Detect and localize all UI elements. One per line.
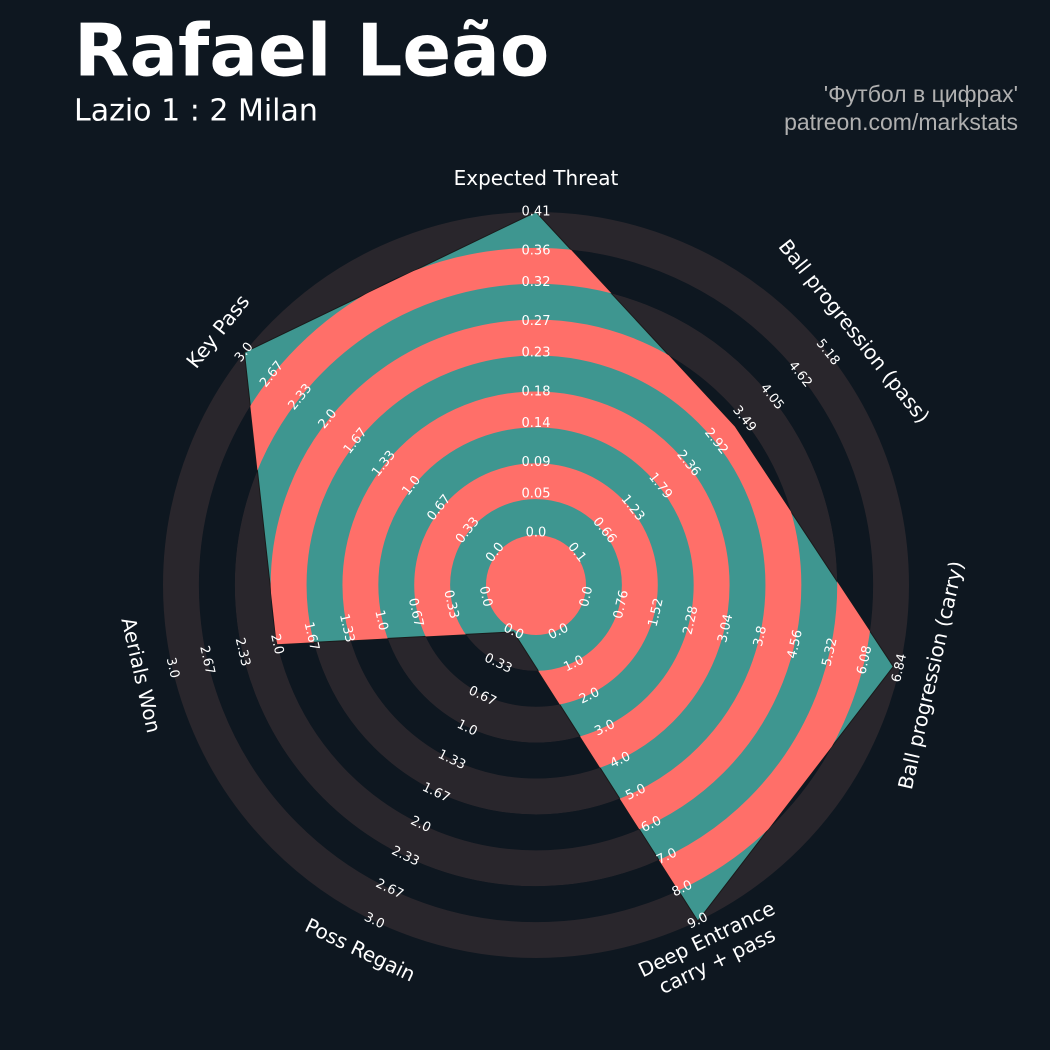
tick-label: 3.04 [715, 613, 736, 645]
tick-label: 0.0 [526, 526, 547, 541]
tick-label: 1.52 [646, 597, 667, 629]
tick-label: 3.8 [751, 625, 770, 649]
tick-label: 2.33 [232, 636, 253, 668]
tick-label: 2.28 [680, 605, 701, 637]
credit: 'Футбол в цифрах' [824, 81, 1018, 107]
tick-label: 6.08 [854, 644, 875, 676]
tick-label: 6.84 [889, 652, 910, 684]
credit: patreon.com/markstats [784, 109, 1018, 135]
tick-label: 0.33 [440, 589, 461, 621]
tick-label: 0.05 [522, 486, 551, 501]
param-label-line: Expected Threat [454, 166, 619, 190]
tick-label: 0.36 [522, 244, 551, 259]
tick-label: 0.14 [522, 416, 551, 431]
tick-label: 2.0 [267, 632, 286, 656]
chart-subtitle: Lazio 1 : 2 Milan [74, 94, 318, 129]
tick-label: 1.0 [371, 609, 390, 633]
tick-label: 0.41 [522, 205, 551, 220]
tick-label: 3.0 [163, 656, 182, 680]
tick-label: 2.67 [196, 644, 217, 676]
tick-label: 0.32 [522, 275, 551, 290]
tick-label: 5.32 [820, 636, 841, 668]
param-label: Expected Threat [454, 166, 619, 190]
tick-label: 0.18 [522, 385, 551, 400]
tick-label: 0.67 [405, 597, 426, 629]
tick-label: 0.09 [522, 455, 551, 470]
tick-label: 4.56 [785, 628, 806, 660]
ring-center [486, 535, 586, 635]
chart-title: Rafael Leão [74, 9, 549, 93]
tick-label: 0.76 [611, 589, 632, 621]
tick-label: 1.33 [336, 612, 357, 644]
tick-label: 0.27 [522, 314, 551, 329]
tick-label: 1.67 [301, 621, 322, 653]
tick-label: 0.0 [577, 585, 596, 609]
tick-label: 0.23 [522, 345, 551, 360]
tick-label: 0.0 [476, 585, 495, 609]
